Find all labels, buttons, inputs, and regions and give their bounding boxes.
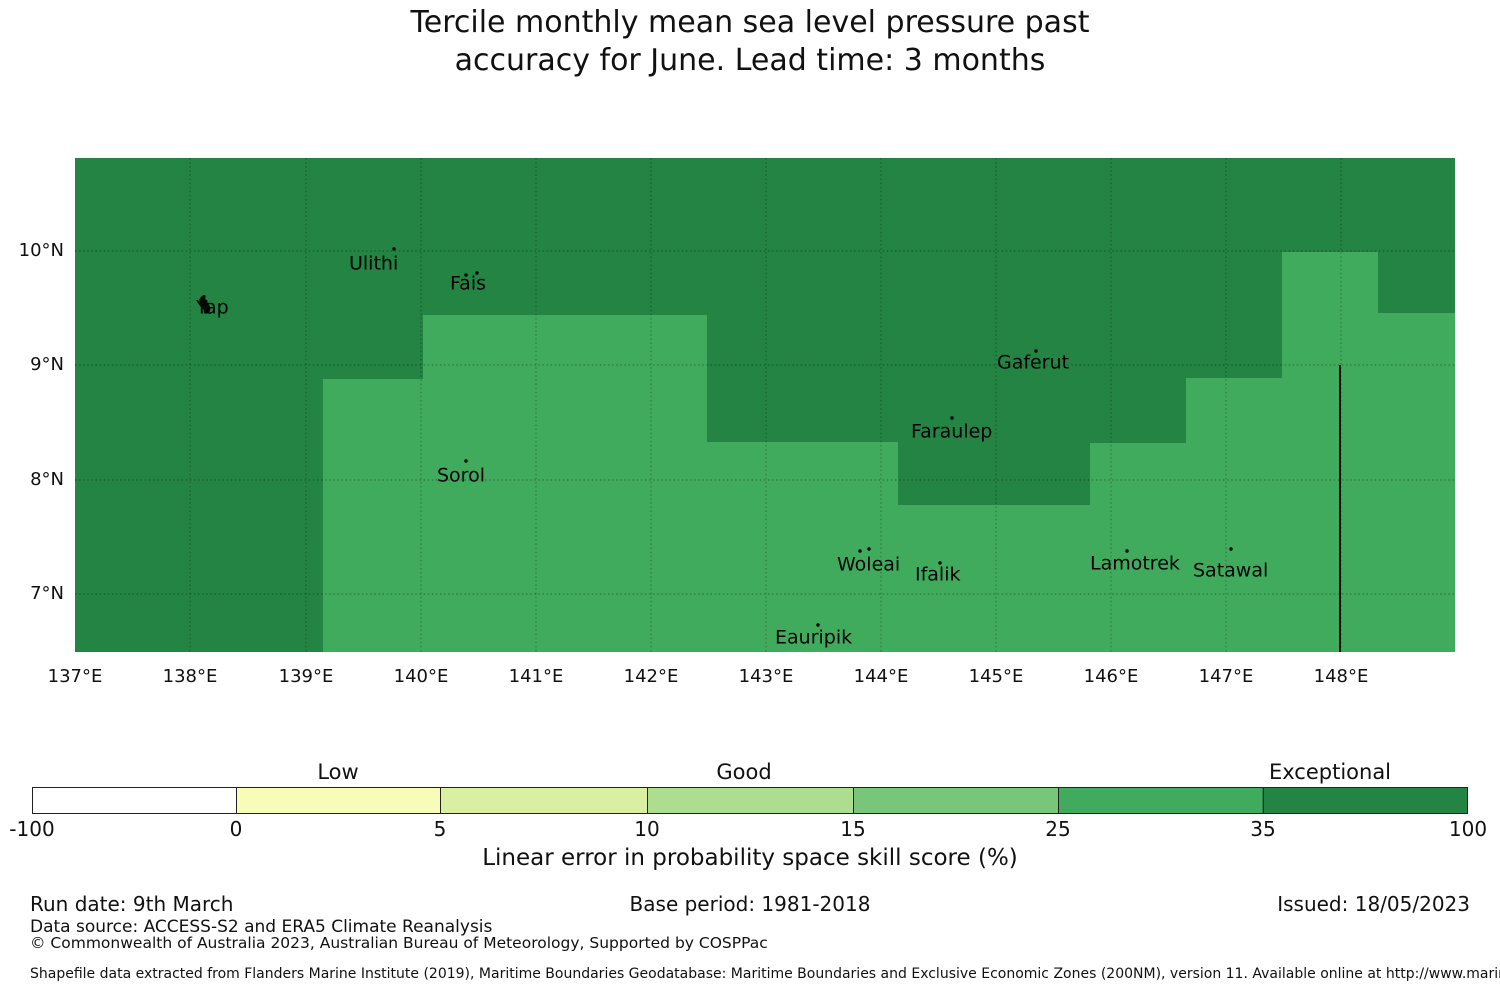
island-marker-dot [950, 416, 954, 420]
island-marker-dot [816, 623, 820, 627]
skill-cell-dark-block [898, 158, 1090, 505]
colorbar-segment [647, 788, 853, 813]
colorbar-segment [1262, 788, 1468, 813]
colorbar-boundary-line [1058, 787, 1059, 814]
island-label: Sorol [437, 465, 485, 487]
island-label: Faraulep [911, 421, 992, 443]
island-label: Eauripik [775, 627, 852, 649]
island-label: Woleai [837, 554, 900, 576]
skill-map: Yap Ulithi Fais Sorol Gaferut Faraulep Woleai I… [75, 158, 1455, 652]
x-tick-label: 138°E [162, 666, 218, 687]
island-label: Yap [195, 297, 229, 319]
colorbar-boundary-line [236, 787, 237, 814]
x-tick-label: 137°E [47, 666, 103, 687]
colorbar-tick-label: 15 [840, 817, 866, 841]
colorbar-tick-label: 100 [1448, 817, 1488, 841]
island-label: Ulithi [349, 253, 398, 275]
island-marker-dot [464, 273, 468, 277]
map-area: Yap Ulithi Fais Sorol Gaferut Faraulep Woleai I… [75, 158, 1455, 652]
skill-cell-dark-block [1378, 158, 1455, 313]
island-marker-dot [1125, 549, 1129, 553]
colorbar-caption: Linear error in probability space skill … [482, 845, 1018, 871]
y-tick-label: 8°N [30, 469, 64, 490]
skill-cell-dark-block [1090, 158, 1186, 443]
run-date-text: Run date: 9th March [30, 892, 234, 916]
chart-title-line2: accuracy for June. Lead time: 3 months [454, 43, 1046, 78]
island-marker-dot [1229, 547, 1233, 551]
colorbar-segment [852, 788, 1058, 813]
island-label: Fais [450, 273, 486, 295]
colorbar-tick-label: 10 [634, 817, 660, 841]
x-tick-label: 140°E [393, 666, 449, 687]
skill-cell-dark-block [75, 158, 323, 652]
shapefile-attribution-text: Shapefile data extracted from Flanders M… [30, 966, 1500, 982]
island-label: Satawal [1193, 560, 1268, 582]
x-tick-label: 144°E [853, 666, 909, 687]
colorbar-tick-label: 25 [1045, 817, 1071, 841]
colorbar-boundary-line [1263, 787, 1264, 814]
chart-title-line1: Tercile monthly mean sea level pressure … [410, 5, 1090, 40]
skill-cell-dark-block [707, 158, 898, 442]
copyright-text: © Commonwealth of Australia 2023, Austra… [30, 934, 768, 952]
island-label: Lamotrek [1090, 553, 1180, 575]
island-marker-dot [938, 561, 942, 565]
colorbar [32, 787, 1468, 814]
island-marker-dot [392, 247, 396, 251]
colorbar-segment [1057, 788, 1263, 813]
skill-cell-dark-block [1186, 158, 1282, 378]
island-label: Gaferut [997, 352, 1069, 374]
island-marker-dot [1034, 349, 1038, 353]
skill-cell-dark-block [1282, 158, 1378, 252]
x-tick-label: 139°E [278, 666, 334, 687]
y-tick-label: 7°N [30, 583, 64, 604]
x-tick-label: 142°E [623, 666, 679, 687]
colorbar-category-label: Low [317, 760, 359, 784]
x-tick-label: 147°E [1198, 666, 1254, 687]
island-marker-dot [475, 271, 479, 275]
island-marker-dot [464, 459, 468, 463]
colorbar-boundary-line [853, 787, 854, 814]
colorbar-tick-label: -100 [9, 817, 55, 841]
colorbar-boundary-line [647, 787, 648, 814]
skill-cell-dark-block [423, 158, 707, 315]
x-tick-label: 148°E [1313, 666, 1369, 687]
x-tick-label: 143°E [738, 666, 794, 687]
colorbar-tick-label: 35 [1250, 817, 1276, 841]
base-period-text: Base period: 1981-2018 [629, 892, 871, 916]
yap-island-shape [199, 294, 211, 314]
colorbar-boundary-line [440, 787, 441, 814]
chart-title: Tercile monthly mean sea level pressure … [0, 4, 1500, 80]
colorbar-category-label: Exceptional [1268, 760, 1392, 784]
colorbar-tick-label: 5 [433, 817, 447, 841]
island-label: Ifalik [915, 564, 961, 586]
y-tick-label: 9°N [30, 354, 64, 375]
colorbar-segment [440, 788, 648, 813]
island-marker-dot [867, 547, 871, 551]
data-source-text: Data source: ACCESS-S2 and ERA5 Climate … [30, 917, 493, 937]
colorbar-tick-label: 0 [229, 817, 243, 841]
x-tick-label: 146°E [1083, 666, 1139, 687]
colorbar-segment [236, 788, 441, 813]
colorbar-category-label: Good [716, 760, 772, 784]
x-tick-label: 141°E [508, 666, 564, 687]
skill-cell-dark-block [323, 158, 423, 379]
issued-date-text: Issued: 18/05/2023 [1277, 892, 1470, 916]
island-marker-dot [858, 549, 862, 553]
y-tick-label: 10°N [18, 240, 64, 261]
x-tick-label: 145°E [968, 666, 1024, 687]
colorbar-segment [33, 788, 237, 813]
